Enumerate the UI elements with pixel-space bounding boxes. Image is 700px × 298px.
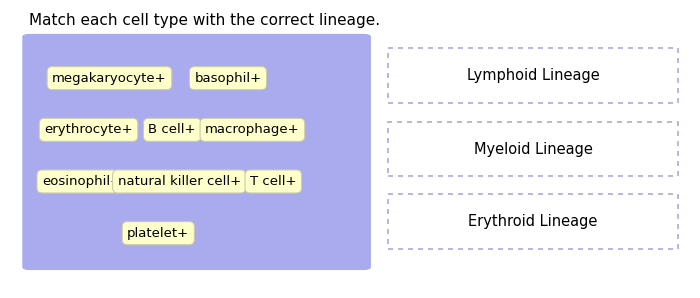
Text: T cell+: T cell+ [250, 175, 297, 188]
Text: natural killer cell+: natural killer cell+ [118, 175, 241, 188]
Text: megakaryocyte+: megakaryocyte+ [52, 72, 167, 85]
Text: Lymphoid Lineage: Lymphoid Lineage [467, 68, 599, 83]
Text: eosinophil+: eosinophil+ [42, 175, 121, 188]
Text: Match each cell type with the correct lineage.: Match each cell type with the correct li… [29, 13, 380, 28]
Text: B cell+: B cell+ [148, 123, 196, 136]
FancyBboxPatch shape [389, 48, 678, 103]
FancyBboxPatch shape [389, 194, 678, 249]
FancyBboxPatch shape [389, 122, 678, 176]
Text: basophil+: basophil+ [195, 72, 262, 85]
Text: Erythroid Lineage: Erythroid Lineage [468, 214, 598, 229]
Text: macrophage+: macrophage+ [205, 123, 300, 136]
FancyBboxPatch shape [22, 34, 371, 270]
Text: erythrocyte+: erythrocyte+ [44, 123, 133, 136]
Text: platelet+: platelet+ [127, 227, 189, 240]
Text: Myeloid Lineage: Myeloid Lineage [474, 142, 592, 156]
